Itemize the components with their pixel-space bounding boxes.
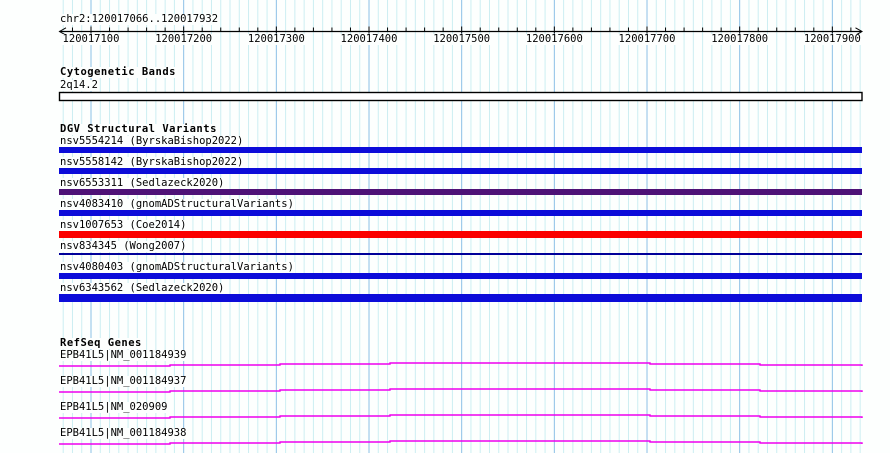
variant-bar[interactable]	[59, 210, 862, 216]
section-title-cytogenetic: Cytogenetic Bands	[59, 66, 177, 78]
ruler-tick-label: 120017100	[61, 33, 121, 45]
cytoband-rect	[58, 91, 863, 102]
variant-label: nsv5554214 (ByrskaBishop2022)	[59, 135, 245, 147]
ruler-tick-label: 120017900	[802, 33, 862, 45]
gene-label: EPB41L5|NM_020909	[59, 401, 169, 413]
region-label: chr2:120017066..120017932	[59, 13, 220, 25]
variant-label: nsv6343562 (Sedlazeck2020)	[59, 282, 226, 294]
variant-bar[interactable]	[59, 273, 862, 279]
variant-bar[interactable]	[59, 147, 862, 153]
variant-bar[interactable]	[59, 253, 862, 255]
variant-bar[interactable]	[59, 189, 862, 195]
variant-label: nsv4083410 (gnomADStructuralVariants)	[59, 198, 295, 210]
variant-label: nsv6553311 (Sedlazeck2020)	[59, 177, 226, 189]
variant-bar[interactable]	[59, 294, 862, 302]
cytoband-label: 2q14.2	[59, 79, 99, 91]
gene-label: EPB41L5|NM_001184938	[59, 427, 188, 439]
ruler-tick-label: 120017400	[339, 33, 399, 45]
ruler-left-arrow-icon	[58, 27, 67, 36]
variant-bar[interactable]	[59, 231, 862, 238]
ruler-tick-label: 120017500	[432, 33, 492, 45]
variant-label: nsv834345 (Wong2007)	[59, 240, 188, 252]
variant-bar[interactable]	[59, 168, 862, 174]
ruler-tick-label: 120017200	[154, 33, 214, 45]
variant-label: nsv4080403 (gnomADStructuralVariants)	[59, 261, 295, 273]
gene-label: EPB41L5|NM_001184937	[59, 375, 188, 387]
ruler-tick-label: 120017600	[524, 33, 584, 45]
section-title-refseq: RefSeq Genes	[59, 337, 143, 349]
gene-label: EPB41L5|NM_001184939	[59, 349, 188, 361]
ruler-tick-label: 120017300	[246, 33, 306, 45]
ruler-tick-label: 120017800	[710, 33, 770, 45]
ruler-tick-label: 120017700	[617, 33, 677, 45]
variant-label: nsv5558142 (ByrskaBishop2022)	[59, 156, 245, 168]
ruler-right-arrow-icon	[855, 27, 864, 36]
variant-label: nsv1007653 (Coe2014)	[59, 219, 188, 231]
section-title-dgv: DGV Structural Variants	[59, 123, 218, 135]
